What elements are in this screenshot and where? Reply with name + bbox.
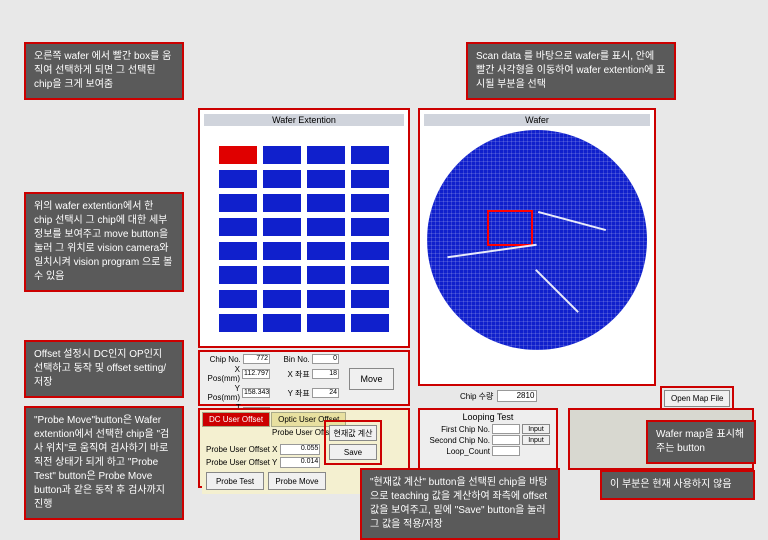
- chip[interactable]: [307, 170, 345, 188]
- chip[interactable]: [351, 266, 389, 284]
- chip[interactable]: [219, 266, 257, 284]
- offset-x-label: Probe User Offset X: [206, 445, 277, 454]
- chipno-label: Chip No.: [202, 355, 241, 364]
- calc-save-group: 현재값 계산 Save: [324, 420, 382, 465]
- chip[interactable]: [307, 290, 345, 308]
- chip[interactable]: [307, 194, 345, 212]
- callout-openmap: Wafer map을 표시해 주는 button: [646, 420, 756, 464]
- chip[interactable]: [263, 266, 301, 284]
- callout-zoom: 오른쪽 wafer 에서 빨간 box를 움직여 선택하게 되면 그 선택된 c…: [24, 42, 184, 100]
- chip[interactable]: [219, 242, 257, 260]
- yidx-value: 24: [312, 388, 339, 398]
- xpos-value: 112.797: [242, 369, 270, 379]
- binno-value: 0: [312, 354, 339, 364]
- chip[interactable]: [263, 170, 301, 188]
- chip[interactable]: [351, 218, 389, 236]
- wafer-map[interactable]: [427, 130, 647, 350]
- offset-x-value: 0.055: [280, 444, 320, 455]
- chip[interactable]: [219, 314, 257, 332]
- wafer-panel: Wafer: [418, 108, 656, 386]
- chip[interactable]: [307, 242, 345, 260]
- chip[interactable]: [351, 314, 389, 332]
- chip[interactable]: [263, 242, 301, 260]
- looping-panel: Looping Test First Chip No. Input Second …: [418, 408, 558, 470]
- chip[interactable]: [219, 290, 257, 308]
- probe-test-button[interactable]: Probe Test: [206, 472, 264, 490]
- calc-button[interactable]: 현재값 계산: [329, 425, 377, 441]
- looping-title: Looping Test: [422, 412, 554, 422]
- callout-unused: 이 부분은 현재 사용하지 않음: [600, 470, 755, 500]
- chip[interactable]: [351, 146, 389, 164]
- chip-selected[interactable]: [219, 146, 257, 164]
- second-chip-value: [492, 435, 520, 445]
- move-button[interactable]: Move: [349, 368, 394, 390]
- chip-count-value: 2810: [497, 390, 537, 402]
- first-input-button[interactable]: Input: [522, 424, 550, 434]
- chip[interactable]: [219, 170, 257, 188]
- ypos-label: Y Pos(mm): [202, 384, 240, 402]
- offset-y-label: Probe User Offset Y: [206, 458, 277, 467]
- second-input-button[interactable]: Input: [522, 435, 550, 445]
- tab-dc-offset[interactable]: DC User Offset: [202, 412, 270, 427]
- chip[interactable]: [351, 290, 389, 308]
- chip[interactable]: [219, 194, 257, 212]
- xidx-label: X 좌표: [271, 369, 310, 380]
- binno-label: Bin No.: [271, 355, 310, 364]
- wafer-title: Wafer: [424, 114, 650, 126]
- chip[interactable]: [263, 194, 301, 212]
- chip-grid: [204, 128, 404, 350]
- first-chip-label: First Chip No.: [422, 425, 490, 434]
- chip[interactable]: [307, 146, 345, 164]
- chip[interactable]: [307, 218, 345, 236]
- callout-calc: "현재값 계산" button을 선택된 chip을 바탕으로 teaching…: [360, 468, 560, 540]
- wafer-ext-title: Wafer Extention: [204, 114, 404, 126]
- loop-count-value: [492, 446, 520, 456]
- chip[interactable]: [351, 242, 389, 260]
- wafer-extention-panel: Wafer Extention: [198, 108, 410, 348]
- chip[interactable]: [263, 314, 301, 332]
- callout-info: 위의 wafer extention에서 한 chip 선택시 그 chip에 …: [24, 192, 184, 292]
- callout-wafer: Scan data 를 바탕으로 wafer를 표시, 안에 빨간 사각형을 이…: [466, 42, 676, 100]
- second-chip-label: Second Chip No.: [422, 436, 490, 445]
- chip[interactable]: [263, 146, 301, 164]
- open-map-button[interactable]: Open Map File: [664, 390, 730, 407]
- chip-info-panel: Chip No.772 Bin No.0 X Pos(mm)112.797 X …: [198, 350, 410, 406]
- xidx-value: 18: [312, 369, 339, 379]
- loop-count-label: Loop_Count: [422, 447, 490, 456]
- xpos-label: X Pos(mm): [202, 365, 240, 383]
- callout-offset: Offset 설정시 DC인지 OP인지 선택하고 동작 및 offset se…: [24, 340, 184, 398]
- chip[interactable]: [351, 170, 389, 188]
- callout-probe: "Probe Move"button은 Wafer extention에서 선택…: [24, 406, 184, 520]
- chip[interactable]: [263, 290, 301, 308]
- probe-move-button[interactable]: Probe Move: [268, 472, 326, 490]
- chip-count: Chip 수량 2810: [460, 390, 537, 402]
- chip[interactable]: [351, 194, 389, 212]
- save-button[interactable]: Save: [329, 444, 377, 460]
- chip[interactable]: [307, 266, 345, 284]
- yidx-label: Y 좌표: [271, 388, 310, 399]
- offset-y-value: 0.014: [280, 457, 320, 468]
- chip[interactable]: [219, 218, 257, 236]
- wafer-selection-box[interactable]: [487, 210, 533, 246]
- chipno-value: 772: [243, 354, 270, 364]
- first-chip-value: [492, 424, 520, 434]
- chip[interactable]: [307, 314, 345, 332]
- chip-count-label: Chip 수량: [460, 391, 493, 402]
- ypos-value: 158.343: [242, 388, 270, 398]
- chip[interactable]: [263, 218, 301, 236]
